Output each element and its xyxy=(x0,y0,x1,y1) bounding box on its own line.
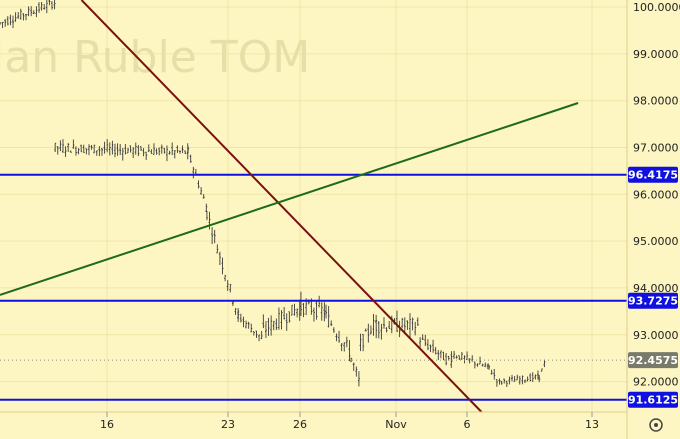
level-price-tag: 91.6125 xyxy=(628,394,678,407)
x-tick-label: 23 xyxy=(221,418,235,431)
y-tick-label: 93.0000 xyxy=(633,329,679,342)
y-tick-label: 97.0000 xyxy=(633,141,679,154)
trend-lines xyxy=(0,0,579,413)
horizontal-levels xyxy=(0,173,627,401)
y-tick-label: 95.0000 xyxy=(633,235,679,248)
x-tick-label: 16 xyxy=(100,418,114,431)
x-tick-label: 13 xyxy=(585,418,599,431)
y-tick-label: 100.0000 xyxy=(633,1,680,14)
time-axis[interactable]: 16 23 26 Nov 6 13 xyxy=(100,412,599,431)
level-price-tag: 96.4175 xyxy=(628,169,678,182)
y-tick-label: 99.0000 xyxy=(633,48,679,61)
y-tick-label: 94.0000 xyxy=(633,282,679,295)
candlestick-series xyxy=(0,0,546,388)
x-tick-label: 26 xyxy=(293,418,307,431)
grid-lines xyxy=(0,0,627,412)
up-trend-line[interactable] xyxy=(0,102,579,296)
level-price-tag-bg xyxy=(628,292,678,309)
gear-icon[interactable] xyxy=(649,418,663,432)
down-trend-line[interactable] xyxy=(80,0,483,413)
settings-button[interactable] xyxy=(649,418,663,432)
price-tags: 96.4175 93.7275 91.6125 92.4575 xyxy=(628,166,678,408)
gear-icon-center xyxy=(654,423,658,427)
x-tick-label: 6 xyxy=(464,418,471,431)
last-price-tag: 92.4575 xyxy=(628,354,678,367)
price-axis[interactable]: 100.0000 99.0000 98.0000 97.0000 96.0000 95.0… xyxy=(633,1,680,389)
y-tick-label: 98.0000 xyxy=(633,95,679,108)
last-price-tag-bg xyxy=(628,352,678,369)
level-price-tag: 93.7275 xyxy=(628,295,678,308)
x-tick-label: Nov xyxy=(385,418,407,431)
level-price-tag-bg xyxy=(628,166,678,183)
level-price-tag-bg xyxy=(628,391,678,408)
y-tick-label: 96.0000 xyxy=(633,188,679,201)
y-tick-label: 92.0000 xyxy=(633,376,679,389)
